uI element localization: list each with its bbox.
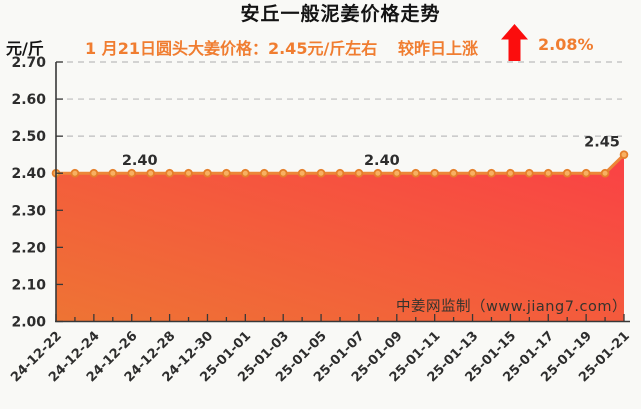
data-point-marker [185, 170, 192, 177]
data-point-marker [280, 170, 287, 177]
data-point-marker [602, 170, 609, 177]
data-point-marker [72, 170, 79, 177]
data-point-marker [469, 170, 476, 177]
point-value-label: 2.40 [122, 153, 158, 169]
point-value-label: 2.45 [584, 135, 620, 151]
data-point-marker [526, 170, 533, 177]
y-tick-label: 2.10 [11, 277, 46, 293]
y-tick-label: 2.50 [11, 129, 46, 145]
data-point-marker [450, 170, 457, 177]
point-value-label: 2.40 [364, 153, 400, 169]
data-point-marker [337, 170, 344, 177]
data-point-marker [621, 151, 628, 158]
data-point-marker [545, 170, 552, 177]
data-point-marker [374, 170, 381, 177]
data-point-marker [431, 170, 438, 177]
y-tick-label: 2.20 [11, 240, 46, 256]
chart-page: 安丘一般泥姜价格走势 元/斤 1 月21日圆头大姜价格：2.45元/斤左右 较昨… [0, 0, 641, 409]
data-point-marker [564, 170, 571, 177]
y-tick-label: 2.70 [11, 55, 46, 71]
data-point-marker [90, 170, 97, 177]
data-point-marker [318, 170, 325, 177]
data-point-marker [166, 170, 173, 177]
y-tick-label: 2.60 [11, 92, 46, 108]
data-point-marker [128, 170, 135, 177]
data-point-marker [393, 170, 400, 177]
data-point-marker [223, 170, 230, 177]
data-point-marker [299, 170, 306, 177]
data-point-marker [242, 170, 249, 177]
data-point-marker [412, 170, 419, 177]
y-tick-label: 2.30 [11, 203, 46, 219]
y-tick-label: 2.40 [11, 166, 46, 182]
data-point-marker [109, 170, 116, 177]
data-point-marker [488, 170, 495, 177]
data-point-marker [147, 170, 154, 177]
y-tick-label: 2.00 [11, 315, 46, 331]
data-point-marker [204, 170, 211, 177]
watermark-text: 中姜网监制（www.jiang7.com） [396, 295, 627, 316]
data-point-marker [356, 170, 363, 177]
data-point-marker [261, 170, 268, 177]
data-point-marker [507, 170, 514, 177]
data-point-marker [583, 170, 590, 177]
price-trend-chart: 2.002.102.202.302.402.502.602.7024-12-22… [0, 0, 641, 409]
